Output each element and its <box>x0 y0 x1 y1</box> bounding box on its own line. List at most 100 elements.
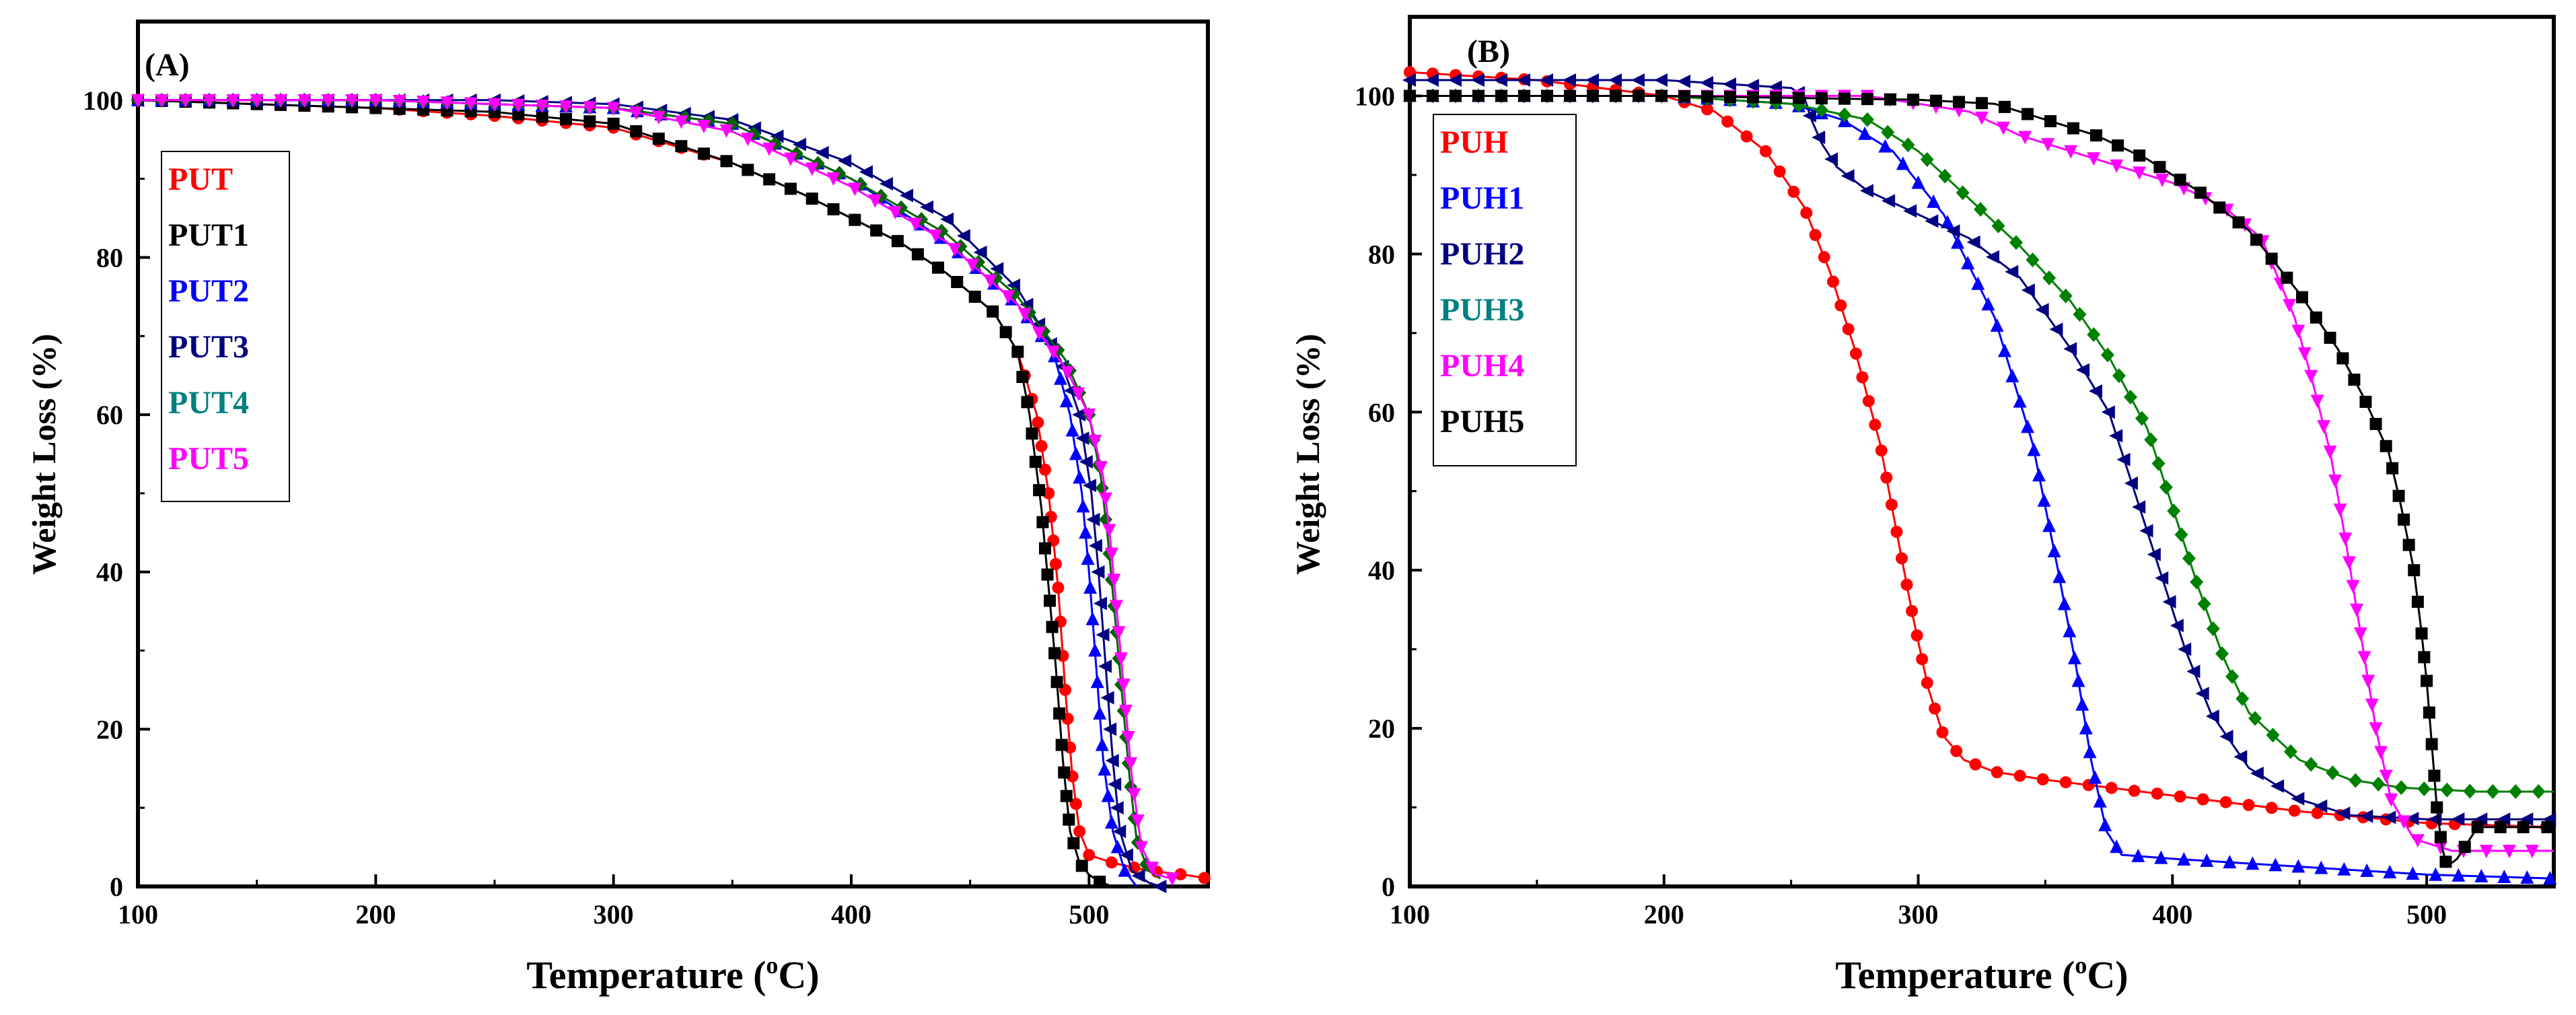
data-point-puh3 <box>2326 765 2340 781</box>
data-point-put3 <box>793 137 807 151</box>
data-point-puh4 <box>2479 845 2493 859</box>
data-point-put2 <box>1110 839 1124 853</box>
data-point-puh5 <box>1404 90 1416 102</box>
data-point-put5 <box>488 98 501 112</box>
data-point-put3 <box>1091 565 1105 579</box>
ticks-a: 100 200 300 400 500 0 20 40 60 80 100 <box>83 85 1109 930</box>
data-point-puh2 <box>2063 342 2077 356</box>
data-point-puh2 <box>2155 571 2169 585</box>
data-point-puh1 <box>2131 848 2145 862</box>
data-point-puh5 <box>2022 108 2034 120</box>
data-point-put5 <box>1124 757 1138 771</box>
data-point-puh2 <box>1402 73 1416 87</box>
data-point-puh4 <box>2041 138 2055 152</box>
data-point-puh2 <box>2076 363 2090 377</box>
data-point-puh1 <box>2337 862 2351 876</box>
data-point-puh1 <box>2520 870 2534 884</box>
data-point-puh3 <box>1838 107 1851 123</box>
data-point-puh2 <box>2178 642 2192 656</box>
data-point-puh4 <box>2525 845 2539 859</box>
data-point-puh2 <box>2124 476 2138 490</box>
data-point-put2 <box>1090 674 1104 689</box>
data-point-put5 <box>297 94 312 108</box>
data-point-puh2 <box>2250 767 2264 781</box>
data-point-puh4 <box>2365 698 2379 712</box>
data-point-put1 <box>999 326 1012 339</box>
data-point-puh3 <box>1938 168 1952 184</box>
data-point-put <box>1038 463 1051 476</box>
data-point-puh3 <box>2190 574 2204 590</box>
series-group-a <box>131 92 1211 893</box>
data-point-put1 <box>720 155 733 168</box>
data-point-puh4 <box>2328 475 2342 489</box>
data-point-put3 <box>1100 691 1114 705</box>
data-point-puh2 <box>2195 687 2209 701</box>
data-point-put1 <box>1016 371 1029 384</box>
data-point-put5 <box>783 152 797 166</box>
x-tick-label: 100 <box>1390 899 1430 930</box>
legend-item-puh2: PUH2 <box>1440 236 1524 272</box>
data-point-puh1 <box>2246 856 2260 870</box>
data-point-put3 <box>1072 408 1086 422</box>
data-point-put5 <box>226 94 240 108</box>
data-point-put5 <box>1114 652 1129 666</box>
data-point-puh2 <box>2451 812 2465 827</box>
data-point-puh5 <box>2541 820 2554 833</box>
data-point-puh4 <box>2333 503 2347 518</box>
data-point-puh <box>1787 185 1800 198</box>
data-point-puh5 <box>1587 90 1599 102</box>
data-point-put3 <box>990 262 1004 276</box>
data-point-put2 <box>1076 499 1090 513</box>
data-point-puh5 <box>2494 820 2507 833</box>
data-point-put2 <box>1095 737 1109 751</box>
data-point-put1 <box>849 213 861 226</box>
data-point-puh3 <box>2225 669 2240 685</box>
data-point-puh1 <box>2052 569 2067 584</box>
data-point-put5 <box>321 94 335 108</box>
data-point-puh2 <box>1448 73 1462 87</box>
data-point-puh3 <box>1920 152 1934 168</box>
data-point-puh <box>2174 790 2186 803</box>
x-tick-label: 400 <box>2152 899 2192 930</box>
data-point-puh2 <box>2170 619 2184 633</box>
data-point-puh <box>1921 676 1933 689</box>
data-point-puh5 <box>2265 252 2278 265</box>
data-point-puh2 <box>2035 303 2049 317</box>
data-point-put <box>1032 416 1044 429</box>
data-point-put2 <box>1083 580 1098 594</box>
data-point-put1 <box>1021 396 1034 409</box>
data-point-put1 <box>891 235 904 248</box>
x-tick-label: 200 <box>355 899 396 930</box>
data-point-put1 <box>987 305 999 318</box>
legend-item-puh3: PUH3 <box>1440 292 1524 328</box>
data-point-puh5 <box>2439 855 2452 868</box>
data-point-put5 <box>1032 326 1046 341</box>
data-point-puh1 <box>2057 596 2071 610</box>
data-point-put5 <box>1061 366 1075 380</box>
data-point-put3 <box>1075 431 1089 446</box>
legend-item-put2: PUT2 <box>168 273 249 309</box>
data-point-puh4 <box>2374 746 2388 760</box>
data-point-puh1 <box>2083 744 2097 759</box>
data-point-puh <box>1701 103 1713 116</box>
data-point-put1 <box>1011 345 1024 358</box>
data-point-puh2 <box>1860 184 1873 198</box>
data-point-put1 <box>827 203 840 215</box>
data-point-puh <box>1880 471 1893 484</box>
data-point-puh5 <box>2044 115 2056 128</box>
data-point-puh1 <box>2314 860 2328 874</box>
data-point-puh3 <box>1815 102 1828 118</box>
data-point-puh4 <box>2353 627 2367 641</box>
data-point-puh5 <box>2213 201 2226 214</box>
data-point-puh3 <box>2371 776 2386 792</box>
data-point-puh1 <box>1961 256 1975 270</box>
data-point-puh5 <box>1495 90 1507 102</box>
data-point-put1 <box>870 224 883 237</box>
data-point-put5 <box>1099 492 1113 506</box>
data-point-puh5 <box>2471 820 2484 833</box>
data-point-puh2 <box>2205 709 2219 724</box>
data-point-put5 <box>1109 600 1123 614</box>
data-point-puh1 <box>2098 817 2112 831</box>
data-point-puh5 <box>2336 352 2349 365</box>
